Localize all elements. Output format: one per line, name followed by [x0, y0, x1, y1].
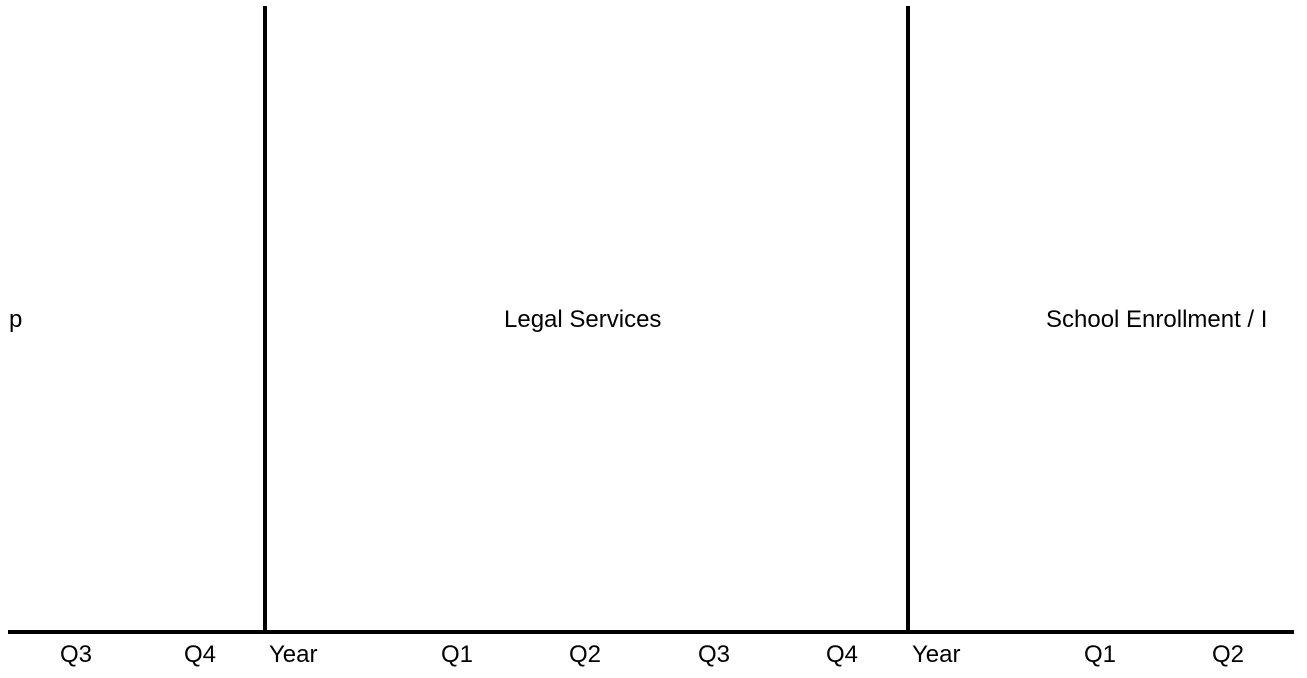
col-label-year-b: Year	[912, 641, 961, 668]
group-label-left: p	[9, 306, 23, 333]
header-baseline	[8, 630, 1294, 634]
col-label-q1-a: Q1	[441, 641, 474, 668]
group-label-school-enrollment: School Enrollment / I	[1046, 306, 1268, 333]
group-label-clip: School Enrollment / I	[1046, 305, 1295, 335]
col-label-q2-b: Q2	[1212, 641, 1245, 668]
col-label-q1-b: Q1	[1084, 641, 1117, 668]
col-label-q4-a: Q4	[184, 641, 217, 668]
group-divider-1	[263, 6, 267, 634]
group-label-legal-services: Legal Services	[504, 306, 662, 333]
col-label-q3-a: Q3	[60, 641, 93, 668]
col-label-q2-a: Q2	[569, 641, 602, 668]
col-label-q4-b: Q4	[826, 641, 859, 668]
group-divider-2	[906, 6, 910, 634]
col-label-q3-b: Q3	[698, 641, 731, 668]
col-label-year-a: Year	[269, 641, 318, 668]
